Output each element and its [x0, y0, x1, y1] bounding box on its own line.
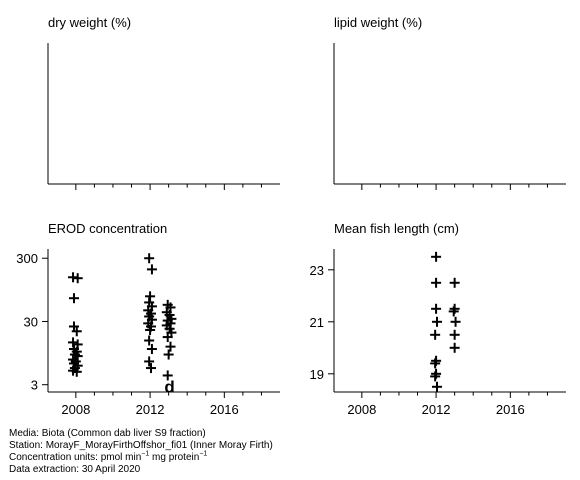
y-tick-label: 23	[310, 263, 324, 278]
x-tick-label: 2016	[210, 402, 239, 417]
panel-erod: EROD concentration 2008 2012 2016 300 30 3 d	[16, 221, 280, 417]
y-tick-label: 3	[31, 378, 38, 393]
footer-units-sup1: −1	[141, 450, 150, 458]
data-point	[146, 363, 157, 374]
x-ticks-dry-weight	[75, 184, 262, 190]
footer-units-mid: mg protein	[149, 452, 200, 463]
panel-lipid-weight: lipid weight (%)	[333, 15, 566, 190]
data-point	[431, 277, 442, 288]
data-point	[72, 273, 83, 284]
data-point	[449, 329, 460, 340]
x-tick-label: 2012	[422, 402, 451, 417]
panel-fish-length: Mean fish length (cm) 2008 2012 2016 23 21 19	[310, 221, 566, 417]
figure-footer: Media: Biota (Common dab liver S9 fracti…	[9, 428, 273, 476]
data-point	[165, 341, 176, 352]
data-point	[144, 253, 155, 264]
x-tick-label: 2016	[496, 402, 525, 417]
y-tick-label: 21	[310, 315, 324, 330]
data-point	[145, 324, 156, 335]
data-point	[430, 358, 441, 369]
data-point	[68, 293, 79, 304]
footer-extraction: Data extraction: 30 April 2020	[9, 464, 141, 475]
footer-units-prefix: Concentration units: pmol min	[9, 452, 142, 463]
data-point	[432, 316, 443, 327]
data-point	[71, 326, 82, 337]
data-point	[162, 370, 173, 381]
figure: dry weight (%) lipid weight (%) EROD con…	[16, 15, 566, 417]
x-tick-label: 2008	[61, 402, 90, 417]
data-point	[449, 277, 460, 288]
x-tick-label: 2012	[136, 402, 165, 417]
panel-title-fish-length: Mean fish length (cm)	[334, 221, 459, 236]
data-point	[449, 342, 460, 353]
y-tick-label: 300	[16, 251, 38, 266]
x-tick-label: 2008	[347, 402, 376, 417]
data-point	[430, 371, 441, 382]
y-tick-label: 30	[24, 314, 38, 329]
footer-units-sup2: −1	[199, 450, 208, 458]
panel-title-lipid-weight: lipid weight (%)	[334, 15, 422, 30]
plot-area-fish-length: 2008 2012 2016 23 21 19	[310, 251, 548, 417]
data-point	[144, 335, 155, 346]
data-point	[144, 356, 155, 367]
data-point	[448, 306, 459, 317]
data-point	[146, 344, 157, 355]
footer-units: Concentration units: pmol min−1 mg prote…	[9, 450, 273, 464]
data-point	[431, 251, 442, 262]
panel-dry-weight: dry weight (%)	[47, 15, 280, 190]
data-point	[430, 329, 441, 340]
footer-media: Media: Biota (Common dab liver S9 fracti…	[9, 428, 206, 439]
data-point	[432, 381, 443, 392]
plot-area-erod: 2008 2012 2016 300 30 3 d	[16, 251, 262, 417]
annotation-label: d	[164, 378, 174, 397]
panel-title-erod: EROD concentration	[48, 221, 167, 236]
data-point	[71, 366, 82, 377]
y-tick-label: 19	[310, 367, 324, 382]
data-point	[163, 349, 174, 360]
data-point	[431, 303, 442, 314]
data-point	[450, 316, 461, 327]
x-ticks-lipid-weight	[361, 184, 548, 190]
data-point	[162, 332, 173, 343]
panel-title-dry-weight: dry weight (%)	[48, 15, 131, 30]
footer-station: Station: MorayF_MorayFirthOffshor_fi01 (…	[9, 440, 273, 451]
data-point	[146, 264, 157, 275]
